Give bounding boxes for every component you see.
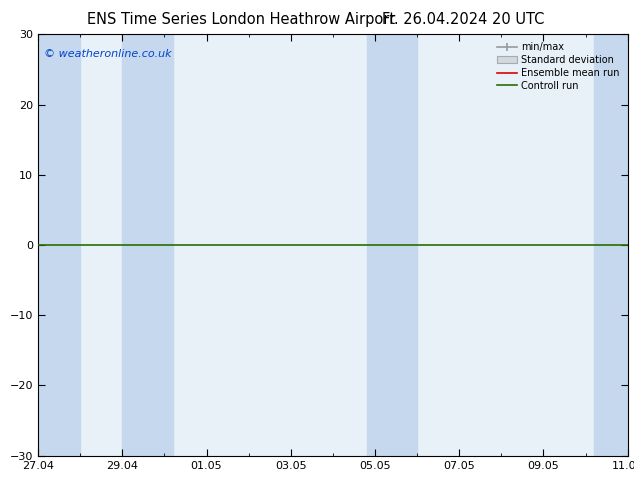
Text: © weatheronline.co.uk: © weatheronline.co.uk [44,49,172,59]
Bar [38,34,80,456]
Text: ENS Time Series London Heathrow Airport: ENS Time Series London Heathrow Airport [87,12,395,27]
Bar [366,34,417,456]
Legend: min/max, Standard deviation, Ensemble mean run, Controll run: min/max, Standard deviation, Ensemble me… [494,39,623,94]
Text: Fr. 26.04.2024 20 UTC: Fr. 26.04.2024 20 UTC [382,12,544,27]
Bar [122,34,173,456]
Bar [594,34,628,456]
